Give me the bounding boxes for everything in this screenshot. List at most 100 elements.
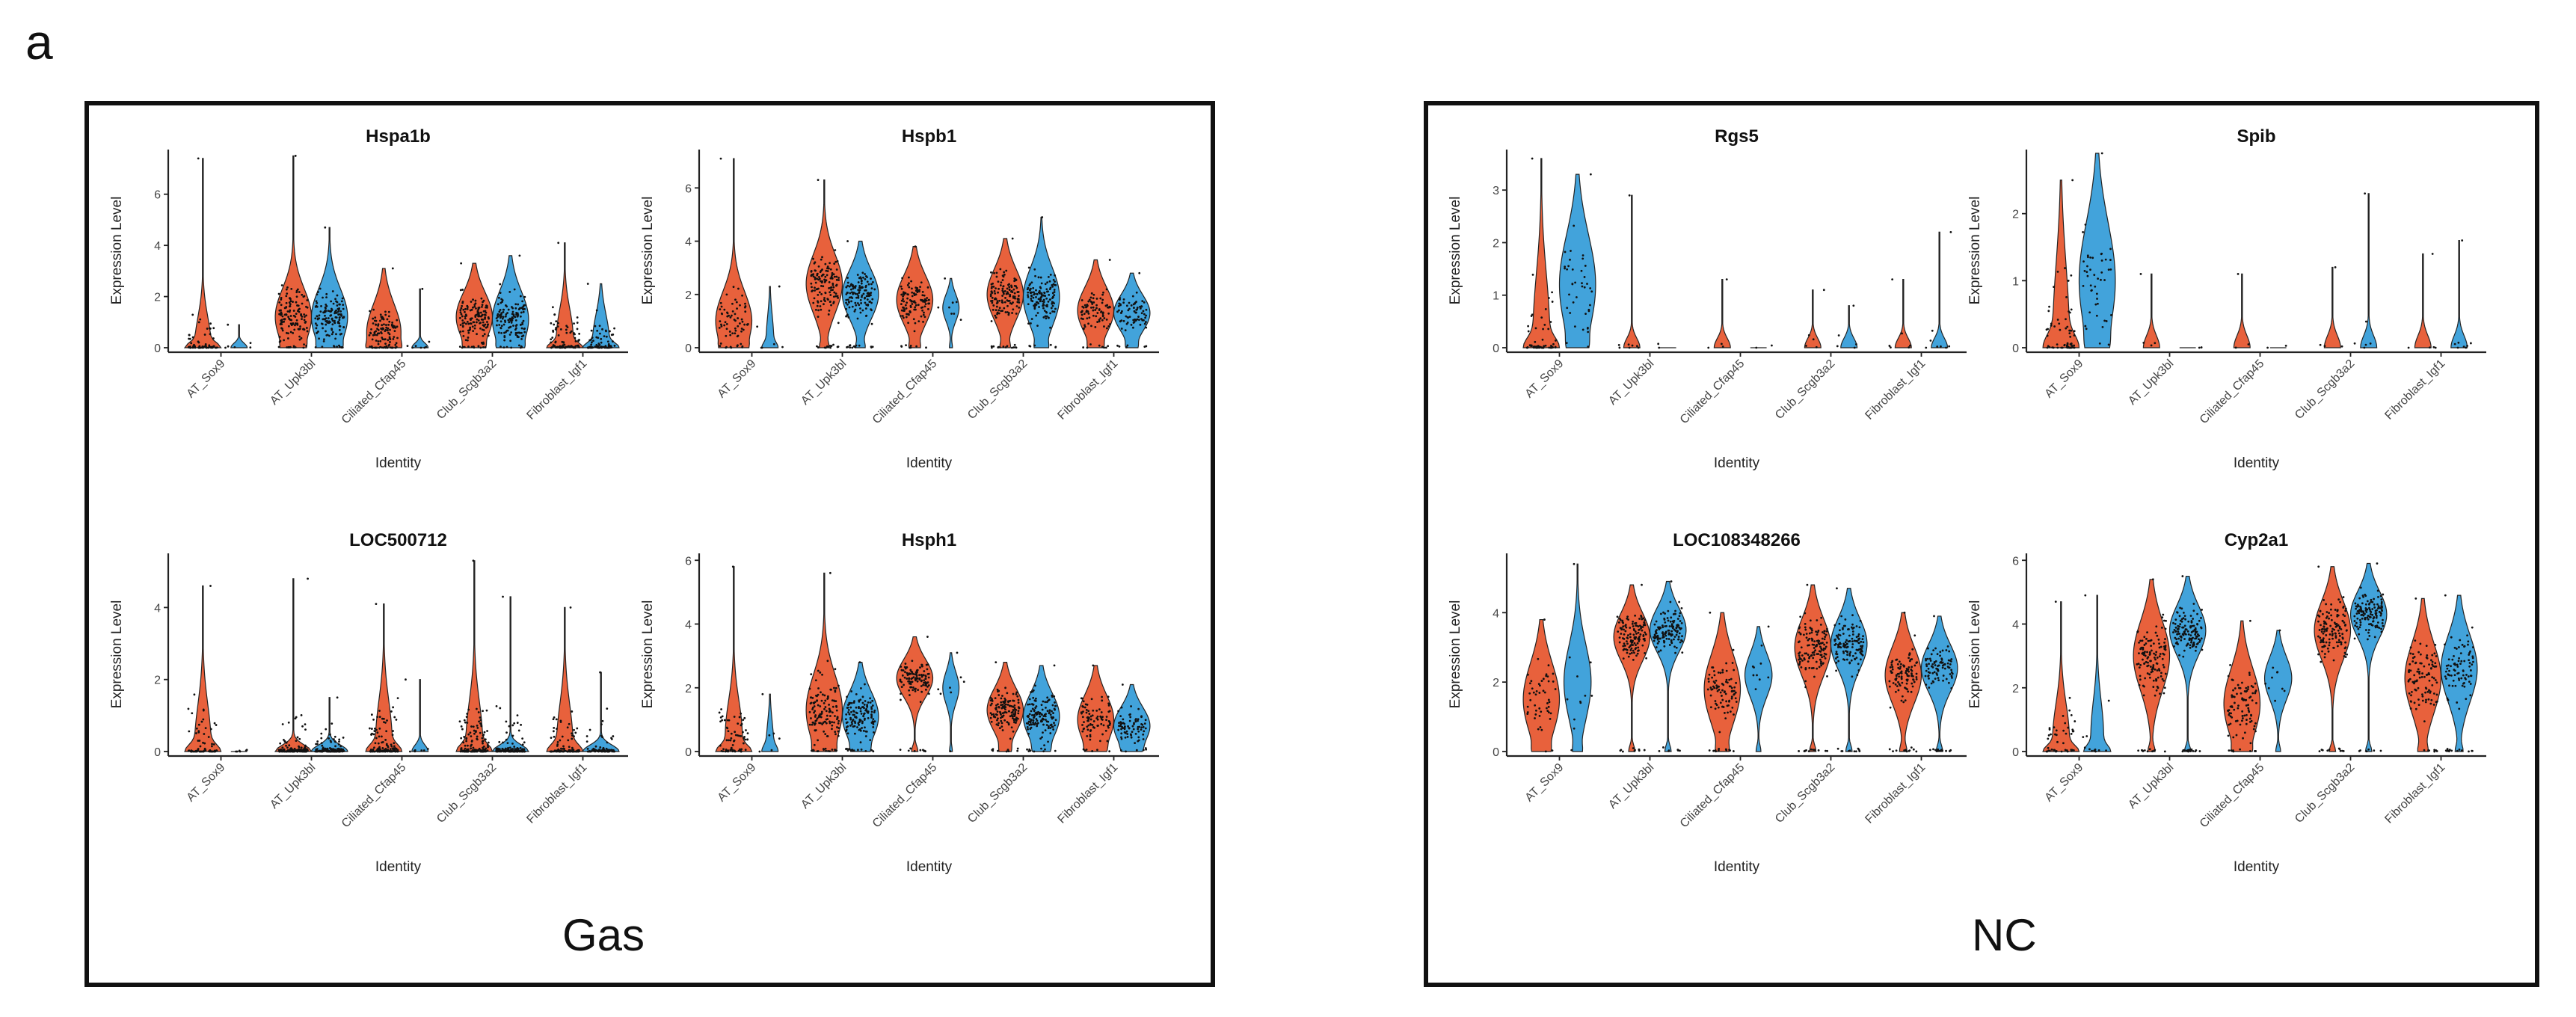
cell-point	[2048, 306, 2050, 308]
cell-point	[817, 750, 819, 752]
cell-point	[1053, 283, 1055, 286]
cell-point	[394, 330, 396, 332]
cell-point	[577, 345, 580, 348]
y-tick-label: 2	[1493, 237, 1499, 250]
cell-point	[337, 310, 339, 313]
cell-point	[857, 297, 859, 299]
cell-point	[1143, 301, 1146, 304]
violin-at-upk3bl-1	[1618, 194, 1640, 349]
cell-point	[826, 698, 829, 700]
cell-point	[1805, 749, 1807, 752]
cell-point	[821, 275, 823, 277]
cell-point	[497, 313, 499, 316]
cell-point	[1637, 625, 1639, 627]
cell-point	[470, 731, 472, 734]
cell-point	[475, 307, 477, 310]
cell-point	[1042, 316, 1045, 319]
violin-body	[716, 567, 751, 752]
cell-point	[1543, 618, 1546, 621]
cell-point	[472, 298, 474, 301]
x-axis-title: Identity	[1714, 859, 1760, 875]
cell-point	[1584, 265, 1587, 267]
cell-point	[289, 297, 291, 299]
cell-point	[1899, 683, 1901, 685]
cell-point	[719, 720, 722, 722]
violin-at-sox9-2	[756, 286, 784, 349]
cell-point	[1124, 725, 1126, 728]
cell-point	[1643, 634, 1645, 636]
cell-point	[278, 313, 280, 316]
cell-point	[825, 292, 827, 295]
cell-point	[940, 692, 942, 695]
cell-point	[1012, 238, 1014, 240]
cell-point	[1008, 722, 1010, 725]
cell-point	[906, 313, 908, 316]
cell-point	[209, 333, 212, 335]
cell-point	[815, 719, 817, 722]
cell-point	[1626, 652, 1629, 654]
cell-point	[1822, 662, 1825, 664]
cell-point	[2266, 347, 2269, 349]
cell-point	[1140, 318, 1143, 320]
cell-point	[827, 750, 829, 752]
violin-ciliated-cfap45-1	[366, 268, 402, 349]
cell-point	[508, 291, 511, 293]
cell-point	[1129, 716, 1131, 719]
cell-point	[578, 339, 580, 341]
cell-point	[722, 748, 725, 750]
cell-point	[473, 559, 475, 562]
cell-point	[991, 721, 993, 723]
cell-point	[809, 688, 811, 690]
cell-point	[394, 347, 396, 349]
cell-point	[826, 735, 829, 737]
cell-point	[1798, 652, 1800, 654]
cell-point	[1137, 708, 1140, 710]
cell-point	[378, 343, 380, 345]
cell-point	[1108, 750, 1110, 752]
cell-point	[1629, 627, 1631, 629]
violin-body	[366, 268, 402, 348]
cell-point	[1101, 319, 1104, 322]
cell-point	[1094, 326, 1096, 328]
cell-point	[1589, 304, 1591, 307]
cell-point	[2090, 289, 2092, 292]
cell-point	[744, 739, 746, 741]
cell-point	[502, 750, 505, 752]
cell-point	[1054, 274, 1056, 277]
cell-point	[915, 672, 917, 674]
cell-point	[920, 674, 923, 676]
cell-point	[1816, 661, 1818, 663]
cell-point	[485, 304, 488, 307]
violin-fibroblast-igf1-1	[547, 242, 582, 348]
violin-club-scgb3a2-1	[987, 238, 1023, 349]
cell-point	[523, 748, 526, 750]
cell-point	[768, 734, 770, 737]
violin-fibroblast-igf1-2	[1925, 231, 1952, 348]
cell-point	[725, 347, 727, 349]
cell-point	[1531, 158, 1534, 160]
cell-point	[914, 750, 916, 752]
cell-point	[212, 337, 215, 339]
cell-point	[486, 307, 488, 309]
cell-point	[997, 722, 1000, 725]
cell-point	[461, 322, 464, 325]
cell-point	[557, 322, 559, 325]
cell-point	[467, 306, 469, 308]
cell-point	[861, 722, 864, 724]
cell-point	[388, 344, 390, 346]
violin-body	[2414, 254, 2431, 348]
cell-point	[470, 735, 472, 737]
cell-point	[823, 694, 826, 696]
cell-point	[1041, 713, 1043, 716]
cell-point	[552, 330, 554, 332]
cell-point	[597, 751, 600, 753]
x-tick-label: Fibroblast_Igf1	[1055, 357, 1120, 423]
cell-point	[338, 319, 340, 321]
cell-point	[514, 307, 517, 310]
cell-point	[499, 327, 502, 329]
cell-point	[1675, 627, 1677, 629]
cell-point	[1105, 719, 1107, 721]
cell-point	[505, 739, 508, 741]
cell-point	[235, 751, 237, 753]
x-tick-label: Ciliated_Cfap45	[1678, 761, 1747, 831]
